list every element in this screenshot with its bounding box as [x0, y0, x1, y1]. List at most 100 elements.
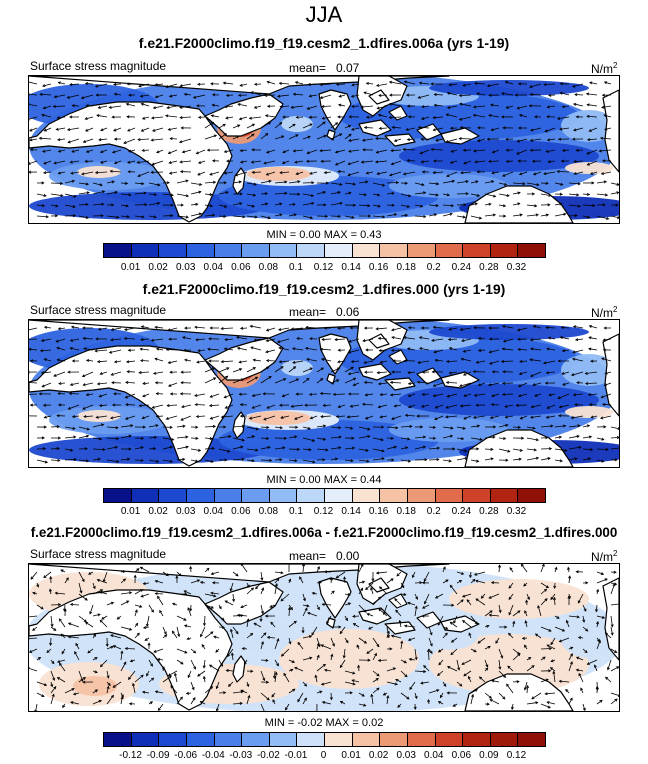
- colorbar-tick-label: 0.1: [288, 262, 303, 273]
- wind-vector-arrowhead: [544, 129, 548, 133]
- coastline-landmass: [29, 589, 233, 711]
- wind-vector-arrowhead: [339, 700, 344, 704]
- wind-vector-arrowhead: [181, 150, 186, 154]
- wind-vector-arrowhead: [155, 459, 160, 463]
- wind-vector: [422, 604, 430, 609]
- colorbar-tick-label: 0.09: [479, 750, 499, 761]
- wind-vector-arrowhead: [84, 159, 88, 163]
- wind-vector: [250, 325, 262, 329]
- wind-vector: [372, 678, 379, 683]
- wind-vector: [470, 689, 478, 694]
- wind-vector-arrowhead: [568, 575, 572, 579]
- wind-vector-arrowhead: [515, 403, 519, 407]
- wind-vector: [44, 415, 52, 418]
- wind-vector: [407, 159, 416, 162]
- wind-vector: [512, 203, 520, 206]
- wind-vector: [29, 615, 38, 618]
- wind-vector-arrowhead: [146, 673, 149, 677]
- wind-vector-arrowhead: [365, 81, 370, 86]
- wind-vector-arrowhead: [179, 84, 183, 88]
- wind-vector: [533, 171, 542, 175]
- wind-vector-arrowhead: [376, 83, 380, 87]
- wind-vector-arrowhead: [501, 92, 505, 96]
- wind-vector: [134, 192, 146, 195]
- wind-vector: [78, 571, 85, 582]
- wind-vector: [395, 679, 402, 683]
- wind-vector-arrowhead: [253, 82, 258, 86]
- wind-vector-arrowhead: [209, 436, 213, 441]
- wind-vector: [288, 366, 296, 373]
- wind-vector-arrowhead: [602, 338, 606, 342]
- wind-vector: [518, 348, 528, 351]
- wind-vector-arrowhead: [575, 115, 579, 119]
- panel-2-title: f.e21.F2000climo.f19_f19.cesm2_1.dfires.…: [142, 281, 506, 297]
- wind-vector-arrowhead: [390, 162, 394, 166]
- wind-vector: [491, 127, 500, 131]
- wind-vector-arrowhead: [417, 360, 421, 364]
- colorbar-swatch: [159, 489, 187, 502]
- wind-vector: [575, 338, 584, 341]
- wind-vector-arrowhead: [495, 640, 499, 644]
- wind-vector: [375, 138, 388, 140]
- wind-vector-arrowhead: [517, 425, 522, 429]
- wind-vector: [568, 446, 581, 450]
- coastline-landmass: [440, 615, 480, 633]
- wind-vector: [459, 382, 472, 387]
- wind-vector-arrowhead: [319, 391, 323, 396]
- wind-vector: [36, 692, 45, 697]
- panel-1-mean-label: mean=: [289, 61, 327, 75]
- wind-vector-arrowhead: [407, 381, 412, 386]
- wind-vector-arrowhead: [437, 672, 441, 676]
- wind-vector: [260, 692, 270, 701]
- wind-vector-arrowhead: [479, 437, 483, 441]
- wind-vector-arrowhead: [492, 425, 497, 429]
- wind-vector: [610, 447, 619, 450]
- wind-vector-arrowhead: [236, 346, 241, 350]
- wind-vector: [260, 703, 265, 711]
- wind-vector: [554, 436, 562, 439]
- wind-vector-arrowhead: [248, 116, 252, 120]
- wind-vector: [389, 116, 402, 119]
- wind-vector-arrowhead: [567, 566, 571, 570]
- wind-vector: [101, 615, 108, 620]
- wind-vector-arrowhead: [180, 370, 184, 374]
- wind-vector-arrowhead: [415, 596, 418, 600]
- wind-vector: [396, 571, 402, 577]
- wind-vector: [282, 149, 290, 153]
- wind-vector-arrowhead: [126, 215, 130, 219]
- wind-vector: [512, 621, 515, 628]
- wind-vector-arrowhead: [140, 337, 144, 342]
- wind-vector-arrowhead: [215, 708, 219, 711]
- wind-vector-arrowhead: [367, 214, 372, 218]
- wind-vector-arrowhead: [432, 115, 436, 120]
- wind-vector-arrowhead: [437, 649, 442, 653]
- wind-vector-arrowhead: [557, 396, 561, 400]
- wind-vector: [83, 337, 94, 340]
- wind-vector: [433, 171, 444, 174]
- wind-vector: [85, 127, 94, 132]
- wind-vector-arrowhead: [147, 642, 151, 646]
- wind-vector: [95, 171, 108, 174]
- wind-vector-arrowhead: [602, 402, 606, 407]
- wind-vector: [155, 326, 164, 329]
- wind-vector: [610, 648, 617, 653]
- wind-vector: [403, 337, 416, 340]
- wind-vector-arrowhead: [352, 623, 356, 626]
- wind-vector-arrowhead: [512, 620, 516, 624]
- wind-vector: [156, 348, 164, 351]
- wind-vector-arrowhead: [391, 370, 395, 374]
- wind-vector: [252, 393, 262, 397]
- wind-vector: [474, 393, 486, 397]
- wind-vector: [282, 160, 290, 164]
- wind-vector-arrowhead: [577, 636, 582, 640]
- wind-vector-arrowhead: [561, 349, 566, 353]
- wind-vector-arrowhead: [544, 598, 548, 602]
- wind-vector: [152, 127, 164, 132]
- wind-vector: [225, 404, 234, 409]
- wind-vector-arrowhead: [423, 601, 427, 605]
- wind-vector-arrowhead: [588, 128, 592, 132]
- wind-vector: [67, 127, 80, 131]
- panel-3-mean-label: mean=: [289, 549, 327, 563]
- wind-vector: [321, 105, 332, 107]
- wind-vector-arrowhead: [402, 172, 407, 176]
